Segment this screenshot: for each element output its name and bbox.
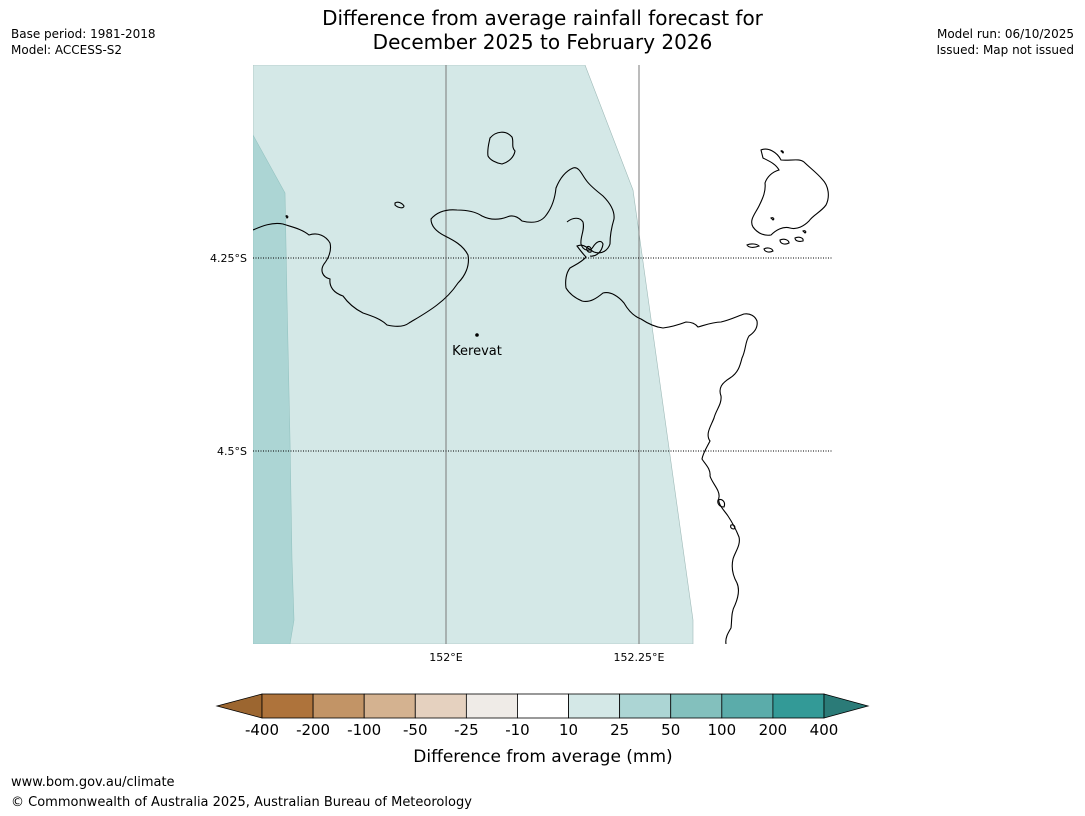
lon-label-152-25e: 152.25°E: [614, 651, 665, 664]
colorbar-tick-label: -400: [245, 721, 279, 739]
colorbar-tick-label: -25: [454, 721, 479, 739]
islet-ne-1: [780, 150, 784, 154]
kerevat-marker: [475, 333, 479, 337]
model-text: Model: ACCESS-S2: [11, 43, 123, 57]
colorbar-tick-label: 100: [707, 721, 736, 739]
lat-label-4-25s: 4.25°S: [210, 252, 247, 265]
colorbar-below-min-arrow: [215, 693, 263, 719]
colorbar-tick-label: 200: [759, 721, 788, 739]
islet-ne-4: [746, 243, 760, 248]
colorbar-bin: [772, 693, 825, 719]
coastline-main: [253, 167, 758, 644]
islet-west: [394, 201, 405, 209]
colorbar-bin: [261, 693, 314, 719]
meta-right: Model run: 06/10/2025 Issued: Map not is…: [936, 26, 1074, 58]
map-area: Kerevat: [253, 65, 832, 644]
footer-url: www.bom.gov.au/climate: [11, 775, 175, 790]
base-period-text: Base period: 1981-2018: [11, 27, 156, 41]
islet-ne-2: [779, 238, 790, 245]
coastline: [253, 131, 829, 644]
colorbar: -400 -200 -100 -50 -25 -10 10 25 50 100 200 400 Dif…: [215, 693, 870, 767]
inlet-islet: [586, 245, 592, 253]
colorbar-tick-labels: -400 -200 -100 -50 -25 -10 10 25 50 100 200 400: [245, 721, 838, 739]
colorbar-tick-label: -10: [505, 721, 530, 739]
map-title: Difference from average rainfall forecas…: [322, 6, 763, 54]
shading-class-25-50: [253, 134, 295, 644]
colorbar-bin: [568, 693, 621, 719]
colorbar-tick-label: -50: [403, 721, 428, 739]
colorbar-tick-label: -100: [347, 721, 381, 739]
model-run-text: Model run: 06/10/2025: [936, 27, 1074, 41]
lon-label-152e: 152°E: [429, 651, 462, 664]
islet-ne-3: [794, 236, 804, 242]
colorbar-bin: [619, 693, 672, 719]
colorbar-bin: [312, 693, 365, 719]
colorbar-tick-label: 10: [559, 721, 578, 739]
colorbar-bin: [721, 693, 774, 719]
colorbar-bin: [363, 693, 416, 719]
colorbar-tick-label: 400: [810, 721, 839, 739]
islet-coast-2: [730, 524, 736, 530]
meta-left: Base period: 1981-2018 Model: ACCESS-S2: [11, 26, 156, 58]
lat-label-4-5s: 4.5°S: [217, 445, 247, 458]
islet-coast-1: [717, 498, 726, 508]
shading-class-10-25: [253, 65, 694, 644]
colorbar-tick-label: -200: [296, 721, 330, 739]
colorbar-bin: [465, 693, 518, 719]
colorbar-bins: [261, 693, 825, 719]
island-north: [487, 131, 516, 165]
islet-ne-7: [802, 230, 807, 234]
islet-ne-5: [763, 247, 774, 253]
colorbar-tick-label: 25: [610, 721, 629, 739]
colorbar-bin: [517, 693, 569, 719]
islet-ne-6: [770, 217, 775, 221]
kerevat-label: Kerevat: [452, 344, 502, 359]
islet-west-dot: [285, 215, 289, 219]
colorbar-tick-label: 50: [661, 721, 680, 739]
colorbar-above-max-arrow: [823, 693, 870, 719]
footer-copyright: © Commonwealth of Australia 2025, Austra…: [11, 795, 472, 810]
issued-text: Issued: Map not issued: [936, 43, 1074, 57]
island-group-ne-main: [751, 148, 829, 236]
colorbar-bin: [670, 693, 723, 719]
colorbar-bin: [414, 693, 467, 719]
colorbar-title: Difference from average (mm): [413, 747, 672, 767]
